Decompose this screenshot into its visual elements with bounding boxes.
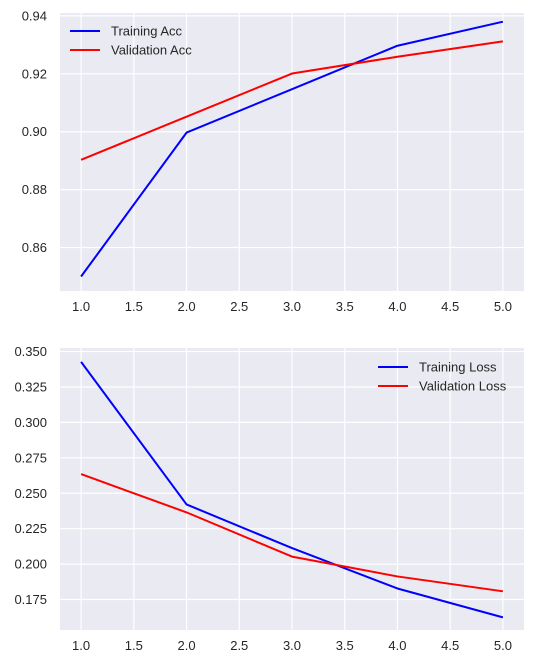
legend-label: Training Acc bbox=[111, 24, 183, 39]
legend: Training Loss Validation Loss bbox=[378, 360, 507, 394]
x-tick-label: 2.5 bbox=[230, 638, 248, 653]
y-tick-label: 0.250 bbox=[14, 486, 47, 501]
x-tick-label: 1.0 bbox=[72, 638, 90, 653]
x-tick-label: 2.0 bbox=[178, 638, 196, 653]
y-tick-label: 0.350 bbox=[14, 344, 47, 359]
x-tick-label: 1.0 bbox=[72, 299, 90, 314]
y-tick-label: 0.92 bbox=[22, 66, 47, 81]
y-tick-label: 0.200 bbox=[14, 557, 47, 572]
x-tick-label: 4.0 bbox=[388, 638, 406, 653]
chart-1: 1.0 1.5 2.0 2.5 3.0 3.5 4.0 4.5 5.0 0.86 0.88 0.90 0… bbox=[22, 8, 524, 314]
y-tick-label: 0.94 bbox=[22, 8, 47, 23]
legend-label: Validation Acc bbox=[111, 43, 192, 58]
chart-2: 1.0 1.5 2.0 2.5 3.0 3.5 4.0 4.5 5.0 0.175 0.200 0.2… bbox=[14, 344, 524, 653]
legend-label: Validation Loss bbox=[419, 379, 507, 394]
y-tick-label: 0.175 bbox=[14, 592, 47, 607]
y-tick-label: 0.90 bbox=[22, 124, 47, 139]
x-tick-label: 3.5 bbox=[336, 638, 354, 653]
y-tick-label: 0.225 bbox=[14, 521, 47, 536]
x-tick-label: 3.0 bbox=[283, 638, 301, 653]
x-tick-label: 4.0 bbox=[388, 299, 406, 314]
y-tick-label: 0.325 bbox=[14, 379, 47, 394]
legend: Training Acc Validation Acc bbox=[70, 24, 192, 58]
y-tick-label: 0.88 bbox=[22, 182, 47, 197]
x-tick-label: 1.5 bbox=[125, 299, 143, 314]
x-tick-label: 2.5 bbox=[230, 299, 248, 314]
series-line-1 bbox=[80, 20, 504, 278]
series-line-1 bbox=[80, 361, 504, 619]
x-tick-label: 3.5 bbox=[336, 299, 354, 314]
x-tick-label: 4.5 bbox=[441, 299, 459, 314]
legend-label: Training Loss bbox=[419, 360, 497, 375]
x-tick-label: 2.0 bbox=[178, 299, 196, 314]
series-line-2 bbox=[80, 40, 504, 161]
y-tick-label: 0.86 bbox=[22, 240, 47, 255]
x-tick-label: 1.5 bbox=[125, 638, 143, 653]
y-tick-label: 0.275 bbox=[14, 450, 47, 465]
y-tick-label: 0.300 bbox=[14, 415, 47, 430]
x-tick-label: 5.0 bbox=[494, 638, 512, 653]
x-tick-label: 5.0 bbox=[494, 299, 512, 314]
x-tick-label: 4.5 bbox=[441, 638, 459, 653]
x-tick-label: 3.0 bbox=[283, 299, 301, 314]
series-line-2 bbox=[80, 473, 504, 593]
